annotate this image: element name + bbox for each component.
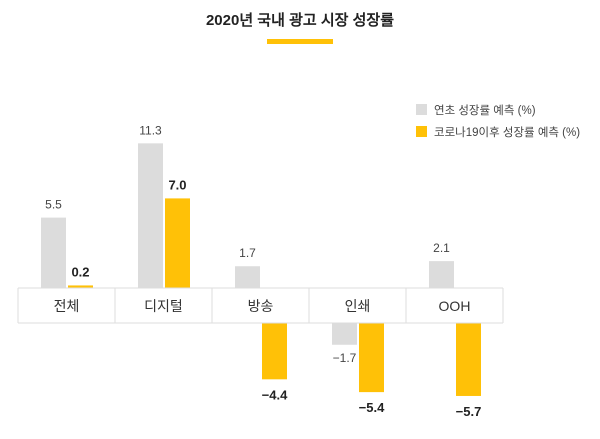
value-label-initial-2: 1.7 [239,246,256,260]
bar-covid-0 [68,285,93,288]
category-label: 인쇄 [345,298,371,314]
legend-swatch-covid [416,126,427,137]
legend-swatch-initial [416,104,427,115]
category-axis-band: 전체 디지털 방송 인쇄 OOH [17,287,504,324]
value-label-covid-2: −4.4 [262,387,288,402]
category-label: 방송 [248,298,274,314]
value-label-covid-1: 7.0 [168,177,186,192]
chart-title: 2020년 국내 광고 시장 성장률 [206,11,394,29]
value-label-covid-3: −5.4 [359,400,385,415]
title-underline [267,39,333,44]
value-labels-layer: 5.5 11.3 1.7 −1.7 2.1 0.2 7.0 −4.4 −5.4 −5.7 [45,123,481,419]
bar-initial-0 [41,217,66,288]
bar-initial-2 [235,266,260,288]
value-label-initial-1: 11.3 [139,123,162,137]
value-label-covid-0: 0.2 [71,264,89,279]
bar-initial-3 [332,323,357,345]
value-label-covid-4: −5.7 [456,404,482,419]
value-label-initial-0: 5.5 [45,198,62,212]
bar-covid-2 [262,323,287,380]
category-label: 전체 [54,298,80,314]
legend-label-initial: 연초 성장률 예측 (%) [434,104,536,117]
legend: 연초 성장률 예측 (%) 코로나19이후 성장률 예측 (%) [416,104,580,139]
legend-label-covid: 코로나19이후 성장률 예측 (%) [434,126,580,139]
bar-initial-1 [138,143,163,288]
value-label-initial-3: −1.7 [333,351,357,365]
bars-layer [41,143,481,396]
bar-covid-3 [359,323,384,393]
bar-initial-4 [429,261,454,288]
category-label: 디지털 [144,298,183,314]
category-label: OOH [439,298,471,314]
bar-covid-4 [456,323,481,396]
value-label-initial-4: 2.1 [433,241,450,255]
bar-covid-1 [165,198,190,288]
